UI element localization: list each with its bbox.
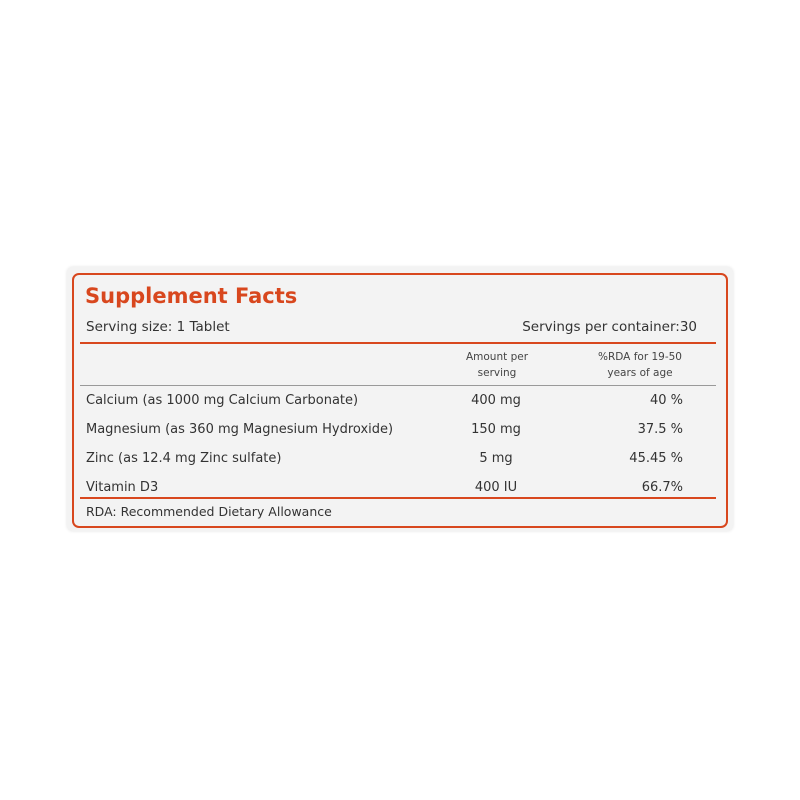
amount: 5 mg <box>479 451 513 466</box>
rda-percent: 40 % <box>649 393 683 408</box>
nutrient: Vitamin D3 <box>86 480 159 495</box>
amount: 150 mg <box>471 422 521 437</box>
servings-per-container: Servings per container:30 <box>522 319 697 335</box>
column-header: %RDA for 19-50 years of age <box>598 351 682 379</box>
nutrient: Zinc (as 12.4 mg Zinc sulfate) <box>86 451 282 466</box>
rda-percent: 37.5 % <box>637 422 683 437</box>
rda-percent: 45.45 % <box>629 451 683 466</box>
label-card <box>67 267 733 531</box>
divider <box>80 342 716 344</box>
nutrient: Calcium (as 1000 mg Calcium Carbonate) <box>86 393 359 408</box>
divider <box>80 497 716 499</box>
rda-percent: 66.7% <box>641 480 683 495</box>
amount: 400 IU <box>474 480 518 495</box>
amount: 400 mg <box>471 393 521 408</box>
footnote: RDA: Recommended Dietary Allowance <box>86 504 332 519</box>
divider <box>80 385 716 386</box>
title: Supplement Facts <box>85 284 298 308</box>
nutrient: Magnesium (as 360 mg Magnesium Hydroxide… <box>86 422 394 437</box>
serving-size: Serving size: 1 Tablet <box>86 319 230 335</box>
label-frame <box>72 273 728 528</box>
column-header: Amount per serving <box>465 351 529 379</box>
